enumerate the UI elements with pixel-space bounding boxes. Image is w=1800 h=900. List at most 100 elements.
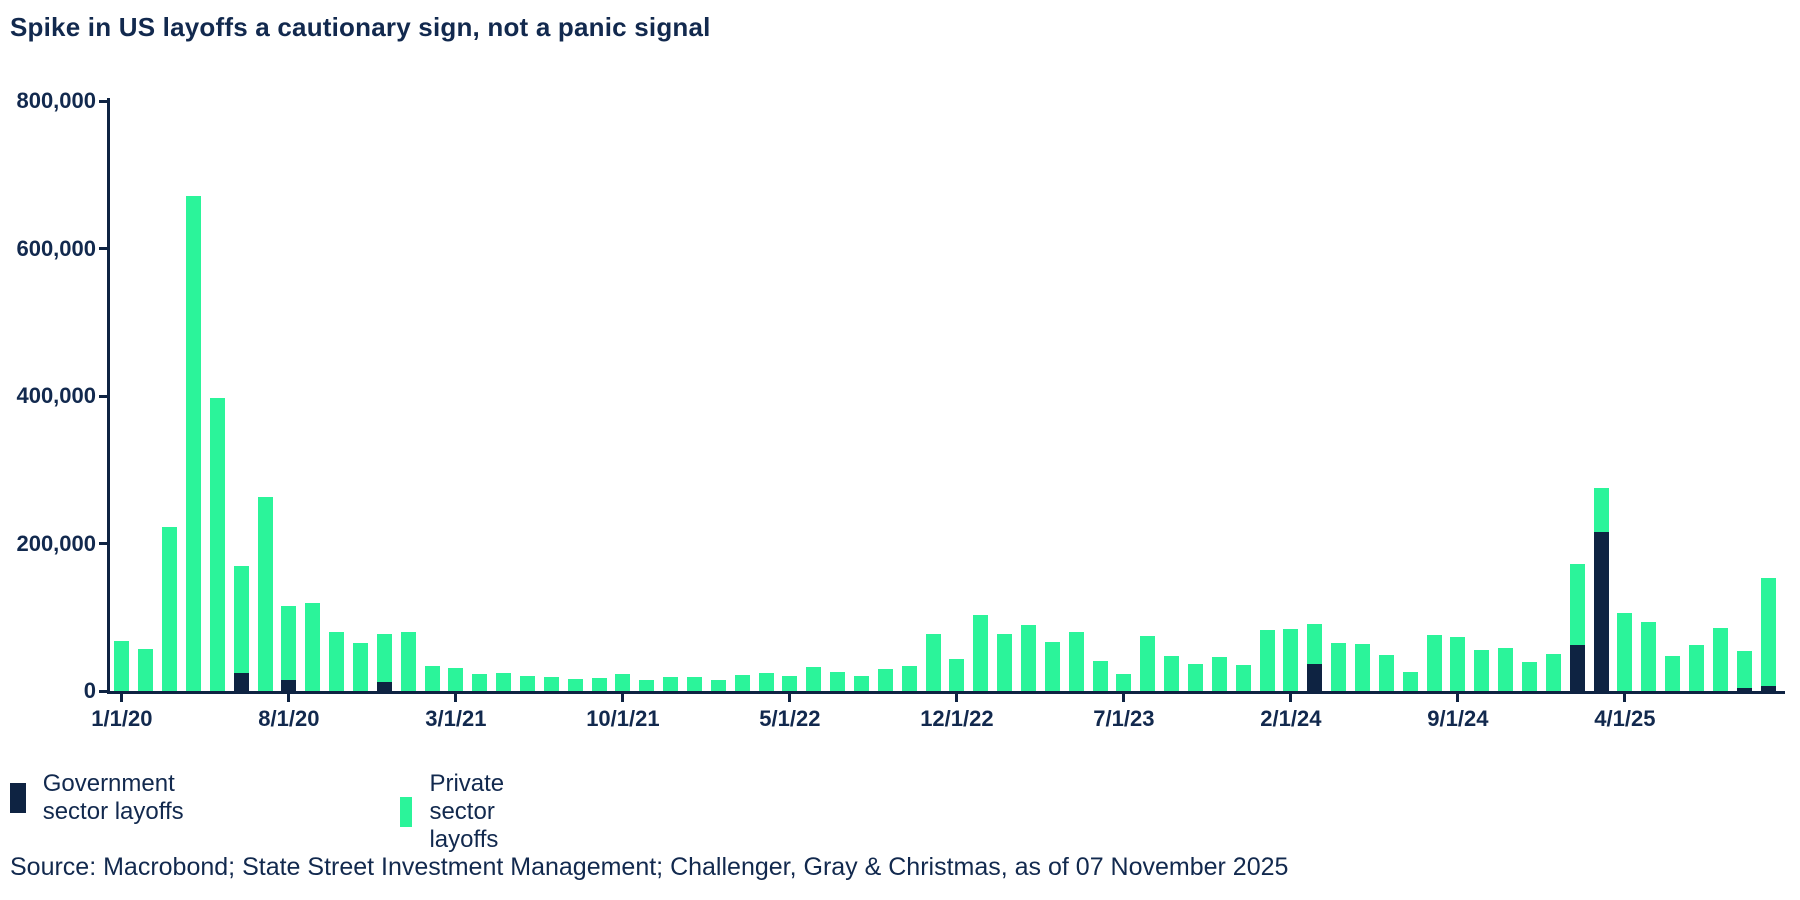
bar-segment-private xyxy=(257,497,273,691)
bar-segment-government xyxy=(1593,531,1609,691)
x-axis-tick xyxy=(788,694,792,702)
bar-segment-private xyxy=(1307,624,1323,665)
bar-segment-private xyxy=(925,634,941,691)
bar-segment-private xyxy=(233,565,249,673)
x-axis-label: 12/1/22 xyxy=(920,706,994,731)
y-axis-label: 600,000 xyxy=(16,235,96,261)
bar-segment-private xyxy=(663,676,679,691)
x-axis-tick xyxy=(621,694,625,702)
bar-segment-private xyxy=(1474,650,1490,691)
bar-segment-private xyxy=(1044,641,1060,691)
bar-segment-private xyxy=(1545,654,1561,691)
bar-segment-private xyxy=(424,665,440,691)
x-axis-label: 9/1/24 xyxy=(1427,706,1489,731)
bar-segment-government xyxy=(376,682,392,691)
bar-segment-private xyxy=(448,668,464,691)
bar-segment-government xyxy=(1569,645,1585,691)
bar-segment-private xyxy=(1235,665,1251,691)
bar-segment-private xyxy=(1665,655,1681,691)
bar-segment-private xyxy=(615,674,631,691)
bar-segment-private xyxy=(758,673,774,691)
y-axis-label: 200,000 xyxy=(16,530,96,556)
y-axis-tick xyxy=(99,247,108,250)
bar-segment-private xyxy=(782,675,798,691)
bar-segment-private xyxy=(710,679,726,691)
x-axis-label: 2/1/24 xyxy=(1260,706,1322,731)
bar-segment-private xyxy=(639,680,655,691)
bar-segment-private xyxy=(1259,630,1275,691)
bar-segment-private xyxy=(1641,621,1657,691)
bar-segment-private xyxy=(496,672,512,691)
bar-segment-private xyxy=(138,649,154,691)
bar-segment-private xyxy=(1283,628,1299,691)
bar-segment-private xyxy=(329,631,345,691)
bar-segment-government xyxy=(233,672,249,691)
bar-segment-private xyxy=(1116,673,1132,691)
x-axis xyxy=(107,691,1785,694)
x-axis-label: 3/1/21 xyxy=(425,706,487,731)
bar-segment-private xyxy=(1689,645,1704,691)
bar-segment-private xyxy=(973,615,989,691)
bar-segment-private xyxy=(1712,627,1728,691)
bar-segment-private xyxy=(1211,657,1227,691)
bar-segment-private xyxy=(1092,661,1108,691)
bar-segment-private xyxy=(186,196,201,691)
bar-segment-government xyxy=(281,679,297,691)
chart-title: Spike in US layoffs a cautionary sign, n… xyxy=(10,12,711,42)
bar-segment-private xyxy=(353,643,368,691)
source-line: Source: Macrobond; State Street Investme… xyxy=(10,853,1289,881)
y-axis-tick xyxy=(99,394,108,398)
bar-segment-private xyxy=(997,633,1013,691)
x-axis-label: 4/1/25 xyxy=(1594,706,1656,731)
bar-segment-private xyxy=(1760,578,1776,687)
bar-segment-government xyxy=(1760,686,1776,691)
legend-label-private: Private sector layoffs xyxy=(429,770,505,853)
bar-segment-private xyxy=(1021,624,1036,691)
bar-segment-private xyxy=(854,675,869,691)
x-axis-label: 8/1/20 xyxy=(258,706,320,731)
bar-segment-private xyxy=(472,674,488,691)
x-axis-tick xyxy=(1456,694,1460,702)
bar-segment-private xyxy=(400,632,416,691)
bar-segment-private xyxy=(543,677,559,691)
bar-segment-private xyxy=(567,679,583,691)
x-axis-label: 7/1/23 xyxy=(1093,706,1155,731)
bar-segment-private xyxy=(877,668,893,691)
bar-segment-private xyxy=(1378,655,1394,691)
y-axis-label: 400,000 xyxy=(16,383,96,408)
bar-segment-private xyxy=(687,676,702,691)
bar-segment-private xyxy=(162,527,178,691)
bar-segment-private xyxy=(209,398,225,691)
bar-segment-private xyxy=(806,667,822,691)
bar-segment-private xyxy=(305,603,321,691)
bar-segment-private xyxy=(1188,663,1203,691)
x-axis-tick xyxy=(120,694,124,702)
bar-segment-private xyxy=(1736,651,1752,689)
legend-swatch-private xyxy=(400,797,413,827)
bar-segment-private xyxy=(1593,488,1609,532)
x-axis-tick xyxy=(287,694,291,702)
bar-segment-private xyxy=(114,641,130,691)
y-axis-tick xyxy=(99,99,108,103)
legend-item-private: Private sector layoffs xyxy=(400,770,522,854)
bar-segment-private xyxy=(1355,643,1370,691)
bar-segment-private xyxy=(1068,631,1084,691)
legend-swatch-government xyxy=(10,783,26,813)
y-axis-tick xyxy=(99,542,108,545)
x-axis-label: 10/1/21 xyxy=(586,706,660,731)
x-axis-tick xyxy=(454,694,458,702)
x-axis-tick xyxy=(1122,694,1126,702)
bar-segment-private xyxy=(734,675,750,691)
bar-segment-private xyxy=(1331,643,1347,691)
bar-segment-private xyxy=(1498,648,1514,691)
bar-segment-private xyxy=(376,634,392,683)
y-axis xyxy=(107,98,110,694)
bar-segment-private xyxy=(1426,635,1442,691)
x-axis-tick xyxy=(1289,694,1293,702)
legend-label-government: Government sector layoffs xyxy=(42,770,184,825)
bar-segment-private xyxy=(1617,613,1633,691)
bar-segment-private xyxy=(520,675,535,691)
bar-segment-private xyxy=(949,658,965,691)
